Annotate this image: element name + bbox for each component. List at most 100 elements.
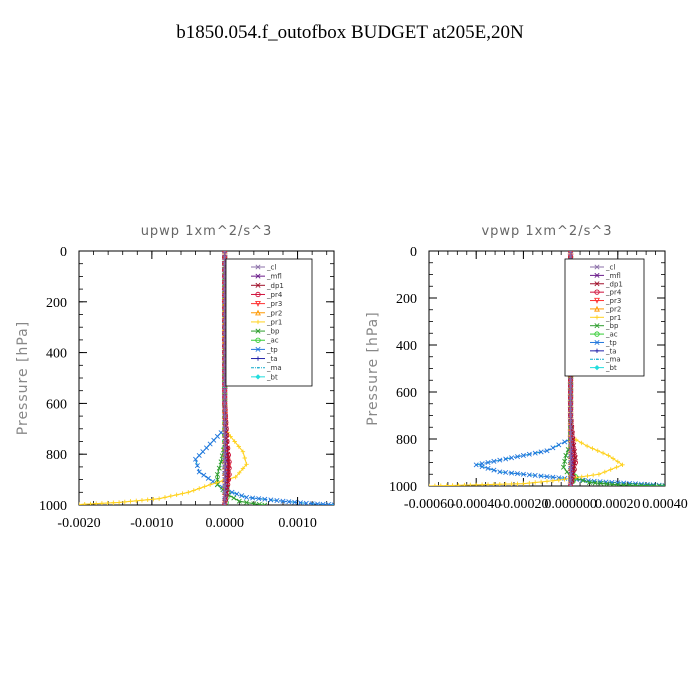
vpwp-marker-tp (556, 475, 562, 481)
upwp-legend-label-tp: _tp (266, 346, 278, 354)
vpwp-legend-marker-pr2 (594, 305, 600, 312)
upwp-marker-tp (326, 501, 332, 505)
vpwp-marker-tp (538, 449, 544, 455)
upwp-legend-marker-ac (255, 337, 261, 343)
vpwp-marker-bp (627, 482, 633, 486)
upwp-marker-mfl (222, 483, 228, 489)
vpwp-marker-cl (568, 471, 574, 477)
vpwp-x-tick-label: 0.000000 (544, 497, 597, 512)
upwp-marker-pr1 (191, 488, 196, 493)
vpwp-marker-tp (520, 471, 526, 477)
upwp-marker-cl (222, 251, 228, 254)
upwp-marker-cl (222, 432, 228, 438)
upwp-marker-pr1 (99, 501, 105, 505)
upwp-marker-bp (218, 459, 224, 465)
vpwp-marker-pr1 (608, 467, 613, 472)
vpwp-marker-pr1 (432, 483, 438, 486)
vpwp-y-tick-label: 600 (396, 386, 417, 401)
upwp-x-tick-label: 0.0010 (278, 516, 317, 531)
upwp-legend-marker-mfl (255, 273, 261, 279)
vpwp-marker-bp (598, 480, 604, 486)
vpwp-marker-cl (568, 254, 574, 260)
vpwp-marker-tp (485, 459, 491, 466)
vpwp-marker-pr1 (615, 459, 620, 464)
vpwp-marker-cl (568, 418, 574, 424)
upwp-marker-tp (193, 456, 199, 462)
vpwp-marker-cl (568, 383, 574, 389)
upwp-marker-tp (286, 499, 292, 505)
vpwp-marker-tp (532, 472, 538, 478)
vpwp-legend-marker-tp (594, 339, 600, 345)
vpwp-marker-cl (568, 412, 574, 419)
upwp-marker-pr1 (168, 493, 173, 499)
vpwp-legend-label-cl: _cl (605, 264, 615, 272)
upwp-marker-cl (222, 388, 228, 394)
upwp-marker-pr1 (151, 496, 156, 502)
upwp-marker-cl (222, 502, 228, 505)
upwp-marker-tp (315, 501, 321, 505)
vpwp-marker-tp (514, 471, 521, 477)
upwp-marker-tp (229, 489, 235, 495)
upwp-marker-cl (222, 496, 228, 502)
vpwp-marker-cl (568, 389, 574, 395)
vpwp-y-tick-label: 800 (396, 433, 417, 448)
vpwp-marker-tp (503, 469, 509, 476)
upwp-x-tick-label: -0.0020 (57, 516, 100, 531)
upwp-series-group (79, 251, 334, 505)
vpwp-marker-tp (509, 455, 515, 461)
upwp-legend-marker-tp (255, 346, 261, 352)
upwp-legend-marker-pr4 (255, 291, 261, 298)
vpwp-marker-bp (644, 483, 650, 486)
upwp-marker-cl (222, 451, 228, 457)
upwp-marker-mfl (222, 451, 228, 457)
upwp-marker-pr1 (145, 497, 150, 502)
upwp-y-axis-title: Pressure [hPa] (15, 321, 31, 435)
upwp-y-tick-label: 800 (46, 448, 67, 463)
vpwp-marker-pr1 (485, 482, 491, 486)
vpwp-marker-pr1 (585, 473, 590, 479)
vpwp-marker-pr1 (491, 482, 497, 486)
upwp-marker-bp (251, 501, 257, 505)
vpwp-marker-tp (473, 462, 479, 468)
upwp-marker-tp (320, 501, 326, 505)
upwp-legend-label-pr3: _pr3 (266, 300, 282, 308)
upwp-marker-tp (200, 449, 206, 455)
figure-title: b1850.054.f_outofbox BUDGET at205E,20N (176, 22, 524, 43)
upwp-marker-tp (280, 498, 286, 504)
vpwp-marker-dp1 (572, 455, 578, 461)
upwp-marker-tp (292, 499, 298, 505)
upwp-marker-tp (214, 433, 220, 439)
vpwp-marker-pr1 (474, 482, 479, 486)
upwp-marker-tp (196, 452, 202, 458)
upwp-marker-pr1 (244, 462, 249, 467)
upwp-marker-cl (222, 394, 228, 400)
upwp-marker-pr1 (197, 486, 202, 491)
upwp-marker-tp (297, 500, 304, 505)
vpwp-marker-pr1 (602, 469, 608, 475)
upwp-marker-pr1 (228, 434, 233, 439)
vpwp-panel-title: vpwp 1xm^2/s^3 (481, 224, 612, 239)
vpwp-marker-bp (592, 480, 598, 486)
vpwp-x-tick-label: 0.00040 (642, 497, 688, 512)
upwp-marker-tp (194, 463, 200, 469)
vpwp-marker-pr1 (562, 477, 567, 482)
vpwp-marker-tp (514, 454, 521, 460)
upwp-marker-pr1 (139, 498, 145, 503)
upwp-marker-mfl (222, 470, 228, 476)
vpwp-y-tick-label: 1000 (389, 480, 417, 495)
upwp-marker-cl (222, 477, 228, 483)
upwp-marker-dp1 (225, 456, 231, 462)
vpwp-legend-label-ac: _ac (605, 331, 618, 339)
vpwp-marker-tp (550, 474, 556, 480)
upwp-marker-bp (231, 495, 237, 501)
vpwp-marker-tp (656, 482, 662, 486)
upwp-marker-cl (222, 438, 228, 445)
vpwp-marker-pr1 (503, 481, 508, 486)
upwp-marker-pr1 (162, 495, 168, 500)
vpwp-marker-bp (561, 464, 567, 470)
vpwp-x-tick-label: -0.00020 (498, 497, 548, 512)
vpwp-marker-cl (568, 424, 574, 430)
upwp-legend-label-pr2: _pr2 (266, 309, 282, 317)
vpwp-legend-marker-dp1 (594, 281, 600, 287)
